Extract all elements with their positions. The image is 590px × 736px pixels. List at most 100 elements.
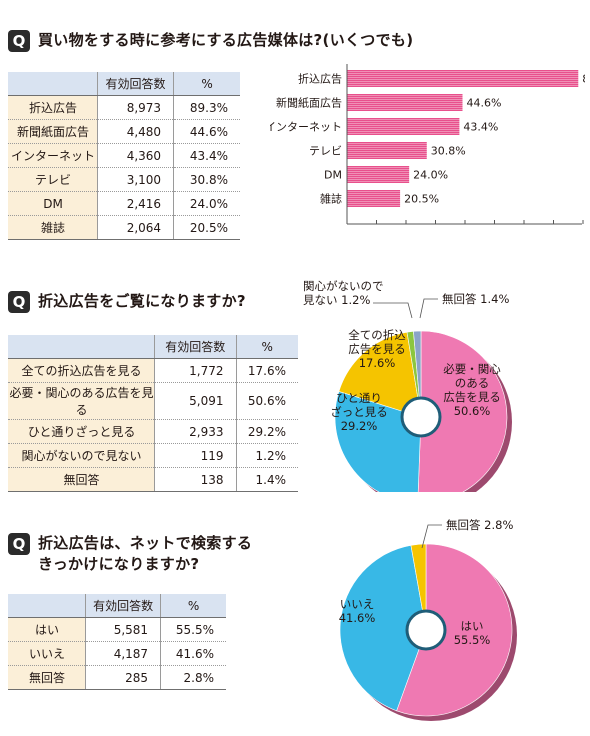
donut-hole bbox=[402, 398, 440, 436]
slice-label: 必要・関心のある広告を見る 50.6% bbox=[443, 362, 501, 418]
table-row: テレビ 3,100 30.8% bbox=[8, 167, 240, 192]
bar-value-label: 44.6% bbox=[467, 97, 502, 110]
count-cell: 4,187 bbox=[85, 641, 161, 666]
row-label: 無回答 bbox=[8, 467, 155, 492]
percent-cell: 50.6% bbox=[235, 382, 298, 420]
row-label: 折込広告 bbox=[8, 95, 98, 120]
table-header-cell: % bbox=[173, 72, 240, 96]
bar-chart: 折込広告 89.3% 新聞紙面広告 44.6% インターネット 43.4% テレビ 30.8%… bbox=[270, 64, 585, 225]
table-header-cell bbox=[8, 594, 86, 618]
percent-cell: 29.2% bbox=[235, 419, 298, 444]
table-row: 無回答 285 2.8% bbox=[8, 665, 226, 690]
table-header-cell: 有効回答数 bbox=[97, 72, 174, 96]
count-cell: 5,091 bbox=[154, 382, 236, 420]
table-row: 新聞紙面広告 4,480 44.6% bbox=[8, 119, 240, 144]
data-table-2: 有効回答数% 全ての折込広告を見る 1,772 17.6% 必要・関心のある広告を見る 5… bbox=[8, 335, 298, 492]
count-cell: 4,360 bbox=[97, 143, 174, 168]
percent-cell: 30.8% bbox=[173, 167, 240, 192]
row-label: いいえ bbox=[8, 641, 86, 666]
percent-cell: 1.2% bbox=[235, 443, 298, 468]
count-cell: 5,581 bbox=[85, 617, 161, 642]
count-cell: 138 bbox=[154, 467, 236, 492]
bar-category-label: 新聞紙面広告 bbox=[276, 96, 342, 110]
count-cell: 1,772 bbox=[154, 358, 236, 383]
percent-cell: 55.5% bbox=[160, 617, 226, 642]
bar bbox=[347, 166, 410, 183]
bar-value-label: 30.8% bbox=[431, 145, 466, 158]
bar-category-label: 雑誌 bbox=[320, 192, 342, 206]
count-cell: 2,416 bbox=[97, 191, 174, 216]
donut-hole-rim bbox=[400, 396, 442, 438]
bar-value-label: 20.5% bbox=[404, 193, 439, 206]
table-header-cell: 有効回答数 bbox=[85, 594, 161, 618]
percent-cell: 20.5% bbox=[173, 215, 240, 240]
count-cell: 2,933 bbox=[154, 419, 236, 444]
bar-value-label: 43.4% bbox=[463, 121, 498, 134]
bar bbox=[347, 94, 463, 111]
table-row: 折込広告 8,973 89.3% bbox=[8, 95, 240, 120]
leader-line bbox=[419, 298, 438, 319]
row-label: ひと通りざっと見る bbox=[8, 419, 155, 444]
slice-label: 無回答 1.4% bbox=[442, 292, 509, 306]
question-title-3: 折込広告は、ネットで検索する きっかけになりますか? bbox=[38, 534, 253, 573]
table-header-cell bbox=[8, 335, 155, 359]
row-label: 関心がないので見ない bbox=[8, 443, 155, 468]
donut-hole-rim bbox=[405, 609, 447, 651]
slice-label: 全ての折込広告を見る 17.6% bbox=[348, 328, 406, 370]
count-cell: 8,973 bbox=[97, 95, 174, 120]
percent-cell: 44.6% bbox=[173, 119, 240, 144]
bar bbox=[347, 70, 579, 87]
bar bbox=[347, 190, 401, 207]
table-row: いいえ 4,187 41.6% bbox=[8, 641, 226, 666]
bar bbox=[347, 142, 427, 159]
donut-hole bbox=[407, 611, 445, 649]
table-header-cell: % bbox=[160, 594, 226, 618]
bar-value-label: 89.3% bbox=[582, 73, 585, 86]
table-header-cell: 有効回答数 bbox=[154, 335, 236, 359]
question-badge-1: Q bbox=[8, 30, 30, 52]
slice-label: ひと通りざっと見る 29.2% bbox=[330, 391, 388, 433]
table-row: 雑誌 2,064 20.5% bbox=[8, 215, 240, 240]
bar-category-label: DM bbox=[324, 169, 342, 182]
count-cell: 119 bbox=[154, 443, 236, 468]
row-label: はい bbox=[8, 617, 86, 642]
table-row: はい 5,581 55.5% bbox=[8, 617, 226, 642]
percent-cell: 41.6% bbox=[160, 641, 226, 666]
question-badge-2: Q bbox=[8, 291, 30, 313]
bar-value-label: 24.0% bbox=[413, 169, 448, 182]
table-row: ひと通りざっと見る 2,933 29.2% bbox=[8, 419, 298, 444]
data-table-1: 有効回答数% 折込広告 8,973 89.3% 新聞紙面広告 4,480 44.6% インター… bbox=[8, 72, 240, 240]
table-row: 関心がないので見ない 119 1.2% bbox=[8, 443, 298, 468]
leader-line bbox=[373, 302, 413, 319]
question-title-1: 買い物をする時に参考にする広告媒体は?(いくつでも) bbox=[38, 31, 414, 49]
slice-label: 無回答 2.8% bbox=[446, 518, 513, 532]
table-row: DM 2,416 24.0% bbox=[8, 191, 240, 216]
table-row: 必要・関心のある広告を見る 5,091 50.6% bbox=[8, 382, 298, 420]
row-label: 新聞紙面広告 bbox=[8, 119, 98, 144]
donut-chart-1: 必要・関心のある広告を見る 50.6% ひと通りざっと見る 29.2% 全ての折込広告を… bbox=[303, 279, 512, 492]
table-row: 無回答 138 1.4% bbox=[8, 467, 298, 492]
count-cell: 4,480 bbox=[97, 119, 174, 144]
row-label: 雑誌 bbox=[8, 215, 98, 240]
percent-cell: 43.4% bbox=[173, 143, 240, 168]
table-header-cell bbox=[8, 72, 98, 96]
percent-cell: 17.6% bbox=[235, 358, 298, 383]
slice-label: いいえ 41.6% bbox=[339, 597, 376, 625]
percent-cell: 2.8% bbox=[160, 665, 226, 690]
percent-cell: 89.3% bbox=[173, 95, 240, 120]
row-label: テレビ bbox=[8, 167, 98, 192]
row-label: 無回答 bbox=[8, 665, 86, 690]
row-label: DM bbox=[8, 191, 98, 216]
row-label: インターネット bbox=[8, 143, 98, 168]
question-badge-3: Q bbox=[8, 533, 30, 555]
bar-category-label: インターネット bbox=[270, 121, 342, 134]
data-table-3: 有効回答数% はい 5,581 55.5% いいえ 4,187 41.6% 無回答 285 2.8… bbox=[8, 594, 226, 690]
donut-chart-2: はい 55.5% いいえ 41.6% 無回答 2.8% bbox=[339, 518, 517, 721]
slice-label: 関心がないので見ない 1.2% bbox=[303, 279, 384, 307]
bar-category-label: テレビ bbox=[309, 145, 342, 158]
row-label: 必要・関心のある広告を見る bbox=[8, 382, 155, 420]
bar-category-label: 折込広告 bbox=[298, 72, 342, 86]
count-cell: 2,064 bbox=[97, 215, 174, 240]
table-header-cell: % bbox=[235, 335, 298, 359]
slice-label: はい 55.5% bbox=[454, 619, 491, 647]
